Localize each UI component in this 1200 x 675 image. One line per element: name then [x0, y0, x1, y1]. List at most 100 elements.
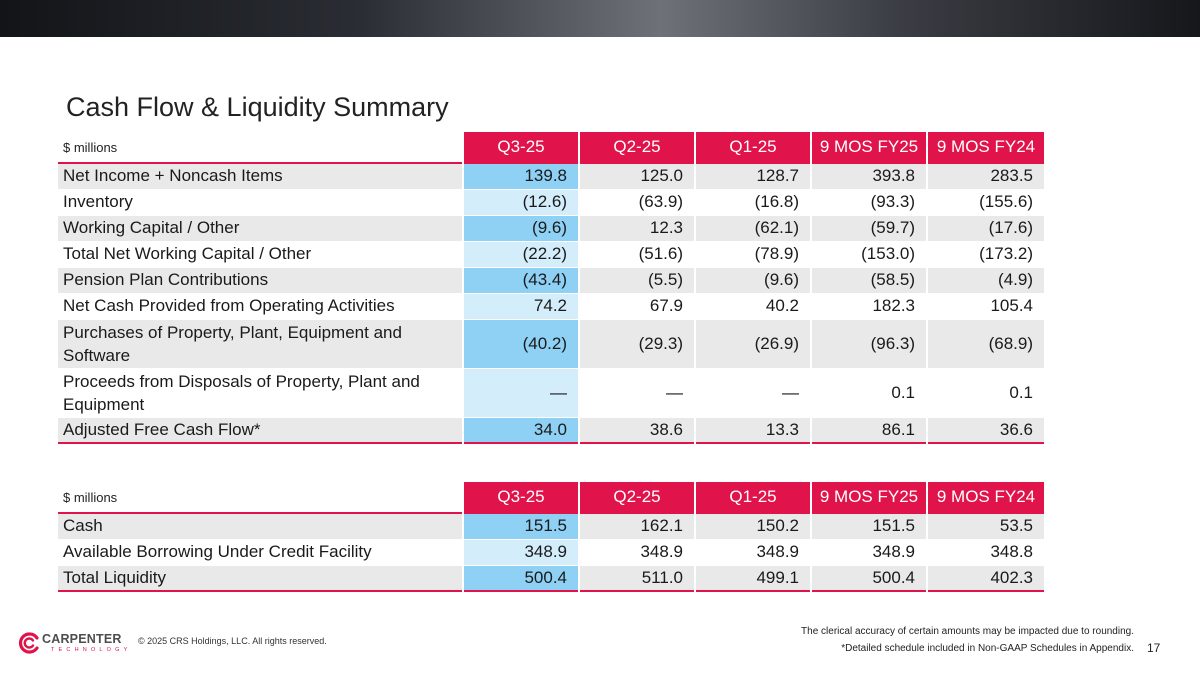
- cell-value: 500.4: [810, 565, 927, 591]
- column-header: Q2-25: [578, 132, 695, 163]
- cell-value: 150.2: [694, 513, 811, 539]
- cell-value: 283.5: [926, 163, 1044, 189]
- column-header: Q1-25: [694, 132, 811, 163]
- cell-value: (22.2): [462, 241, 579, 267]
- cell-value: 125.0: [578, 163, 695, 189]
- cell-value: (9.6): [462, 215, 579, 241]
- cell-value: (68.9): [926, 319, 1044, 368]
- cell-value: 182.3: [810, 293, 927, 319]
- table-row: Purchases of Property, Plant, Equipment …: [58, 319, 1044, 368]
- cell-value: (5.5): [578, 267, 695, 293]
- table-row: Net Cash Provided from Operating Activit…: [58, 293, 1044, 319]
- logo-wordmark: CARPENTER: [42, 632, 122, 646]
- table-row: Total Net Working Capital / Other (22.2)…: [58, 241, 1044, 267]
- cash-flow-table: $ millions Q3-25 Q2-25 Q1-25 9 MOS FY25 …: [58, 132, 1044, 444]
- cash-flow-header-row: $ millions Q3-25 Q2-25 Q1-25 9 MOS FY25 …: [58, 132, 1044, 163]
- row-label: Total Net Working Capital / Other: [58, 241, 463, 267]
- cell-value: 74.2: [462, 293, 579, 319]
- top-banner: [0, 0, 1200, 37]
- cell-value: (96.3): [810, 319, 927, 368]
- logo-tagline: TECHNOLOGY: [51, 647, 132, 653]
- cell-value: (40.2): [462, 319, 579, 368]
- cell-value: 40.2: [694, 293, 811, 319]
- cell-value: (173.2): [926, 241, 1044, 267]
- cell-value: (16.8): [694, 189, 811, 215]
- cell-value: 128.7: [694, 163, 811, 189]
- table-row: Pension Plan Contributions (43.4) (5.5) …: [58, 267, 1044, 293]
- cell-value: (51.6): [578, 241, 695, 267]
- cell-value: 348.9: [810, 539, 927, 565]
- cell-value: (62.1): [694, 215, 811, 241]
- table-row: Working Capital / Other (9.6) 12.3 (62.1…: [58, 215, 1044, 241]
- cell-value: (29.3): [578, 319, 695, 368]
- cell-value: 13.3: [694, 417, 811, 443]
- row-label: Available Borrowing Under Credit Facilit…: [58, 539, 463, 565]
- row-label: Pension Plan Contributions: [58, 267, 463, 293]
- cell-value: 402.3: [926, 565, 1044, 591]
- carpenter-swirl-icon: [18, 632, 39, 654]
- page-title: Cash Flow & Liquidity Summary: [66, 92, 449, 122]
- table-row: Adjusted Free Cash Flow* 34.0 38.6 13.3 …: [58, 417, 1044, 443]
- cell-value: 348.8: [926, 539, 1044, 565]
- cell-value: 151.5: [462, 513, 579, 539]
- column-header: 9 MOS FY24: [926, 132, 1044, 163]
- table-row: Available Borrowing Under Credit Facilit…: [58, 539, 1044, 565]
- column-header: Q1-25: [694, 482, 811, 513]
- page-number: 17: [1147, 641, 1161, 655]
- cell-value: 38.6: [578, 417, 695, 443]
- cell-value: —: [578, 368, 695, 417]
- cell-value: (9.6): [694, 267, 811, 293]
- cell-value: (43.4): [462, 267, 579, 293]
- units-label: $ millions: [58, 482, 463, 513]
- cell-value: 105.4: [926, 293, 1044, 319]
- column-header: 9 MOS FY24: [926, 482, 1044, 513]
- table-row: Inventory (12.6) (63.9) (16.8) (93.3) (1…: [58, 189, 1044, 215]
- cell-value: (93.3): [810, 189, 927, 215]
- cell-value: 12.3: [578, 215, 695, 241]
- column-header: Q3-25: [462, 482, 579, 513]
- column-header: 9 MOS FY25: [810, 482, 927, 513]
- cell-value: 0.1: [810, 368, 927, 417]
- liquidity-header-row: $ millions Q3-25 Q2-25 Q1-25 9 MOS FY25 …: [58, 482, 1044, 513]
- table-row: Total Liquidity 500.4 511.0 499.1 500.4 …: [58, 565, 1044, 591]
- units-label: $ millions: [58, 132, 463, 163]
- cell-value: 151.5: [810, 513, 927, 539]
- cell-value: (153.0): [810, 241, 927, 267]
- cell-value: (63.9): [578, 189, 695, 215]
- column-header: Q3-25: [462, 132, 579, 163]
- cell-value: (26.9): [694, 319, 811, 368]
- row-label: Cash: [58, 513, 463, 539]
- cell-value: 0.1: [926, 368, 1044, 417]
- schedule-note: *Detailed schedule included in Non-GAAP …: [841, 643, 1134, 654]
- row-label: Working Capital / Other: [58, 215, 463, 241]
- cell-value: 348.9: [694, 539, 811, 565]
- cell-value: —: [462, 368, 579, 417]
- cell-value: (58.5): [810, 267, 927, 293]
- liquidity-table: $ millions Q3-25 Q2-25 Q1-25 9 MOS FY25 …: [58, 482, 1044, 592]
- cell-value: 348.9: [578, 539, 695, 565]
- table-row: Proceeds from Disposals of Property, Pla…: [58, 368, 1044, 417]
- row-label: Net Income + Noncash Items: [58, 163, 463, 189]
- copyright-text: © 2025 CRS Holdings, LLC. All rights res…: [138, 636, 327, 646]
- cell-value: (59.7): [810, 215, 927, 241]
- row-label: Inventory: [58, 189, 463, 215]
- column-header: Q2-25: [578, 482, 695, 513]
- row-label: Net Cash Provided from Operating Activit…: [58, 293, 463, 319]
- column-header: 9 MOS FY25: [810, 132, 927, 163]
- cell-value: (78.9): [694, 241, 811, 267]
- cell-value: 36.6: [926, 417, 1044, 443]
- cell-value: 53.5: [926, 513, 1044, 539]
- cell-value: 67.9: [578, 293, 695, 319]
- company-logo: CARPENTER TECHNOLOGY: [18, 630, 128, 656]
- row-label: Adjusted Free Cash Flow*: [58, 417, 463, 443]
- cell-value: (155.6): [926, 189, 1044, 215]
- cell-value: (12.6): [462, 189, 579, 215]
- cell-value: (4.9): [926, 267, 1044, 293]
- cell-value: 162.1: [578, 513, 695, 539]
- cell-value: 499.1: [694, 565, 811, 591]
- cell-value: 393.8: [810, 163, 927, 189]
- cell-value: 511.0: [578, 565, 695, 591]
- cell-value: 139.8: [462, 163, 579, 189]
- cell-value: 34.0: [462, 417, 579, 443]
- row-label: Purchases of Property, Plant, Equipment …: [58, 319, 463, 368]
